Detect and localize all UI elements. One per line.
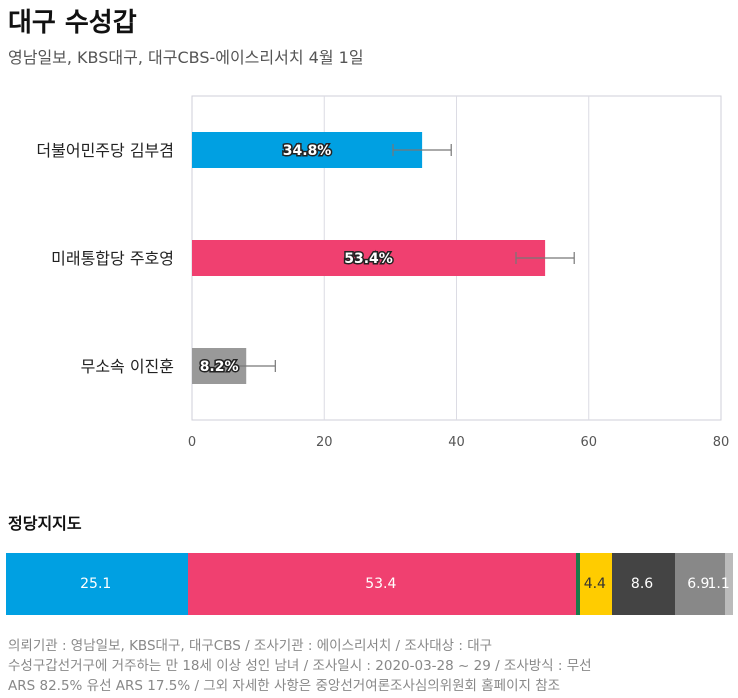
- bar: [192, 240, 546, 276]
- x-tick-label: 60: [580, 435, 597, 450]
- stacked-segment: [612, 553, 675, 615]
- bar-value-label: 34.8%: [283, 143, 332, 159]
- x-tick-label: 80: [713, 435, 730, 450]
- stacked-segment: [674, 553, 725, 615]
- stacked-segment-label: 1.1: [707, 576, 730, 592]
- category-label: 더불어민주당 김부겸: [36, 141, 174, 160]
- stacked-segment: [580, 553, 613, 615]
- x-tick-label: 40: [448, 435, 465, 450]
- stacked-segment: [6, 553, 189, 615]
- stacked-segment: [188, 553, 577, 615]
- stacked-segment-label: 8.6: [630, 576, 654, 592]
- party-support-stacked-bar: 25.1 53.4 4.4 8.6 6.9 1.1: [6, 553, 733, 615]
- candidate-bar-chart: 0 20 40 60 80 더불어민주당 김부겸 34.8% 미래통합당 주호영 53.4% 무소…: [36, 95, 730, 450]
- party-support-title: 정당지지도: [8, 514, 82, 533]
- stacked-segment: [725, 553, 733, 615]
- stacked-segment: [576, 553, 581, 615]
- stacked-segment-label: 53.4: [365, 576, 397, 592]
- category-label: 무소속 이진훈: [81, 357, 174, 376]
- footnote-line-2: 수성구갑선거구에 거주하는 만 18세 이상 성인 남녀 / 조사일시 : 20…: [8, 658, 592, 674]
- page-title: 대구 수성갑: [8, 8, 137, 38]
- footnote-line-1: 의뢰기관 : 영남일보, KBS대구, 대구CBS / 조사기관 : 에이스리서…: [8, 638, 493, 654]
- survey-footnote: 의뢰기관 : 영남일보, KBS대구, 대구CBS / 조사기관 : 에이스리서…: [8, 636, 592, 696]
- footnote-line-3: ARS 82.5% 유선 ARS 17.5% / 그외 자세한 사항은 중앙선거…: [8, 678, 561, 694]
- stacked-segment-label: 6.9: [687, 576, 710, 592]
- bar: [192, 132, 423, 168]
- stacked-segment-label: 4.4: [583, 576, 606, 592]
- x-tick-label: 0: [188, 435, 196, 450]
- bar-value-label: 8.2%: [200, 359, 239, 375]
- page-subtitle: 영남일보, KBS대구, 대구CBS-에이스리서치 4월 1일: [8, 48, 364, 67]
- bar-value-label: 53.4%: [344, 251, 393, 267]
- category-label: 미래통합당 주호영: [51, 249, 174, 268]
- x-tick-label: 20: [316, 435, 333, 450]
- stacked-segment-label: 25.1: [80, 576, 112, 592]
